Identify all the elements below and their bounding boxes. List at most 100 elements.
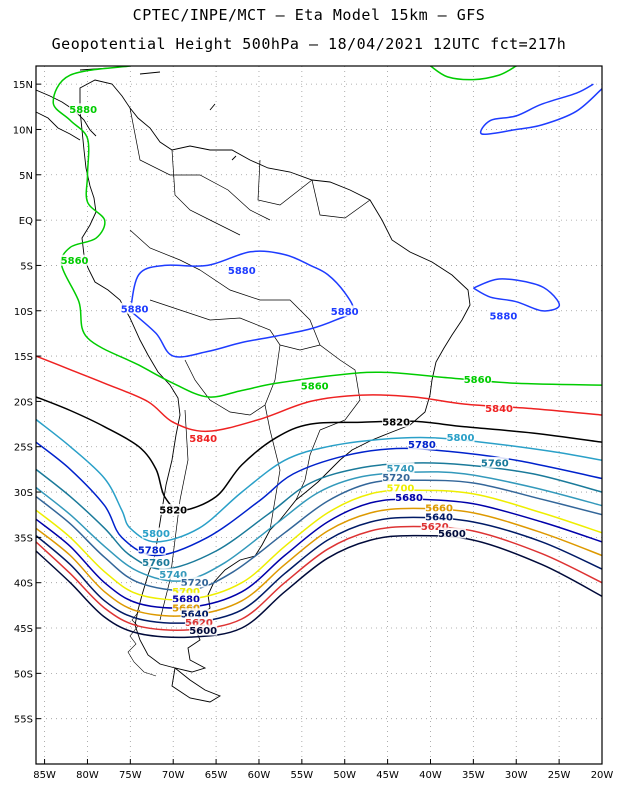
contour-label-5700: 5700 xyxy=(387,484,415,495)
contour-label-bg xyxy=(485,402,514,414)
map-title-line-2: Geopotential Height 500hPa – 18/04/2021 … xyxy=(51,35,567,53)
contour-label-bg xyxy=(395,491,424,503)
lon-tick-label: 75W xyxy=(119,770,142,781)
contour-label-bg xyxy=(382,471,411,483)
contour-5860 xyxy=(430,66,517,81)
contour-label-bg xyxy=(489,310,518,322)
contour-label-bg xyxy=(137,543,166,555)
lat-tick-label: EQ xyxy=(19,216,33,227)
contour-label-bg xyxy=(227,264,256,276)
contour-label-5860: 5860 xyxy=(301,381,329,392)
contour-label-bg xyxy=(386,462,415,474)
contour-label-5800: 5800 xyxy=(142,529,170,540)
lat-tick-label: 50S xyxy=(14,669,33,680)
map-frame xyxy=(35,65,603,765)
contour-5700 xyxy=(36,489,602,601)
contour-label-5640: 5640 xyxy=(181,610,209,621)
contour-5660 xyxy=(36,507,602,617)
contour-label-5640: 5640 xyxy=(425,513,453,524)
lon-tick-label: 55W xyxy=(291,770,314,781)
contour-label-5760: 5760 xyxy=(481,458,509,469)
contour-label-bg xyxy=(330,305,359,317)
lat-tick-label: 10N xyxy=(13,125,33,136)
national-borders xyxy=(129,107,371,621)
contour-label-bg xyxy=(386,482,415,494)
contour-label-5880: 5880 xyxy=(69,105,97,116)
contour-label-bg xyxy=(300,379,329,391)
lat-tick-label: 30S xyxy=(14,488,33,499)
contour-label-bg xyxy=(142,556,171,568)
contour-5820 xyxy=(36,396,602,511)
contour-label-5600: 5600 xyxy=(438,529,466,540)
contour-label-5880: 5880 xyxy=(489,312,517,323)
contour-label-bg xyxy=(142,527,171,539)
contour-label-5840: 5840 xyxy=(485,404,513,415)
contour-label-5760: 5760 xyxy=(142,558,170,569)
contour-label-bg xyxy=(69,103,98,115)
contour-label-bg xyxy=(189,624,218,636)
contour-label-5840: 5840 xyxy=(189,434,217,445)
lat-tick-label: 45S xyxy=(14,624,33,635)
contour-5840 xyxy=(36,355,602,433)
map-title-line-1: CPTEC/INPE/MCT – Eta Model 15km – GFS xyxy=(132,6,486,24)
lat-tick-label: 15N xyxy=(13,80,33,91)
contour-label-bg xyxy=(159,568,188,580)
contour-5880 xyxy=(129,250,355,358)
lon-tick-label: 30W xyxy=(505,770,528,781)
contour-label-5860: 5860 xyxy=(61,256,89,267)
lon-tick-label: 70W xyxy=(162,770,185,781)
contour-label-bg xyxy=(425,502,454,514)
contour-5780 xyxy=(36,441,602,557)
contour-label-5880: 5880 xyxy=(228,266,256,277)
contour-label-bg xyxy=(184,616,213,628)
lat-tick-label: 10S xyxy=(14,307,33,318)
contour-label-bg xyxy=(446,431,475,443)
contour-label-5820: 5820 xyxy=(159,505,187,516)
lon-tick-label: 80W xyxy=(76,770,99,781)
contour-label-5880: 5880 xyxy=(331,307,359,318)
lat-tick-label: 5S xyxy=(20,261,33,272)
lon-tick-label: 40W xyxy=(419,770,442,781)
contour-5720 xyxy=(36,479,602,592)
lat-lon-grid xyxy=(36,66,603,764)
contour-label-5600: 5600 xyxy=(189,626,217,637)
contour-5880 xyxy=(473,278,561,312)
chile-fjords xyxy=(127,609,157,677)
contour-label-5800: 5800 xyxy=(447,433,475,444)
contour-label-bg xyxy=(172,592,201,604)
lat-tick-label: 5N xyxy=(19,171,33,182)
contour-label-bg xyxy=(437,527,466,539)
contour-label-bg xyxy=(159,503,188,515)
contour-label-bg xyxy=(172,585,201,597)
lon-tick-label: 85W xyxy=(33,770,56,781)
contour-label-bg xyxy=(60,254,89,266)
contour-label-bg xyxy=(180,608,209,620)
lat-tick-label: 15S xyxy=(14,352,33,363)
contour-5880 xyxy=(479,83,602,136)
contour-label-5740: 5740 xyxy=(159,570,187,581)
contour-label-5720: 5720 xyxy=(382,473,410,484)
contour-label-5860: 5860 xyxy=(464,375,492,386)
contour-5680 xyxy=(36,498,602,609)
tierra-del-fuego xyxy=(171,667,222,703)
lon-tick-label: 35W xyxy=(462,770,485,781)
south-america-coastline xyxy=(79,79,471,673)
height-contours xyxy=(36,66,602,639)
contour-label-5700: 5700 xyxy=(172,587,200,598)
contour-5640 xyxy=(36,516,602,624)
contour-labels: 5880 5860 5880 5880 5880 5880 5860 5860 5840 5840… xyxy=(60,103,518,637)
contour-5600 xyxy=(36,534,602,639)
contour-label-5780: 5780 xyxy=(138,545,166,556)
contour-label-5620: 5620 xyxy=(421,522,449,533)
contour-label-bg xyxy=(425,511,454,523)
axis-tick-labels: 15N 10N 5N EQ 5S 10S 15S 20S 25S 30S 35S 40S 45S 50S 5… xyxy=(13,80,614,781)
contour-label-bg xyxy=(480,456,509,468)
lon-tick-label: 65W xyxy=(205,770,228,781)
contour-5740 xyxy=(36,471,602,582)
contour-label-5880: 5880 xyxy=(121,304,149,315)
lat-tick-label: 55S xyxy=(14,715,33,726)
contour-label-5740: 5740 xyxy=(387,464,415,475)
lat-tick-label: 25S xyxy=(14,443,33,454)
contour-label-bg xyxy=(189,432,218,444)
